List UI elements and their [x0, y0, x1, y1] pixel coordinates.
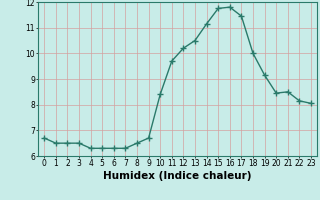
X-axis label: Humidex (Indice chaleur): Humidex (Indice chaleur)	[103, 171, 252, 181]
